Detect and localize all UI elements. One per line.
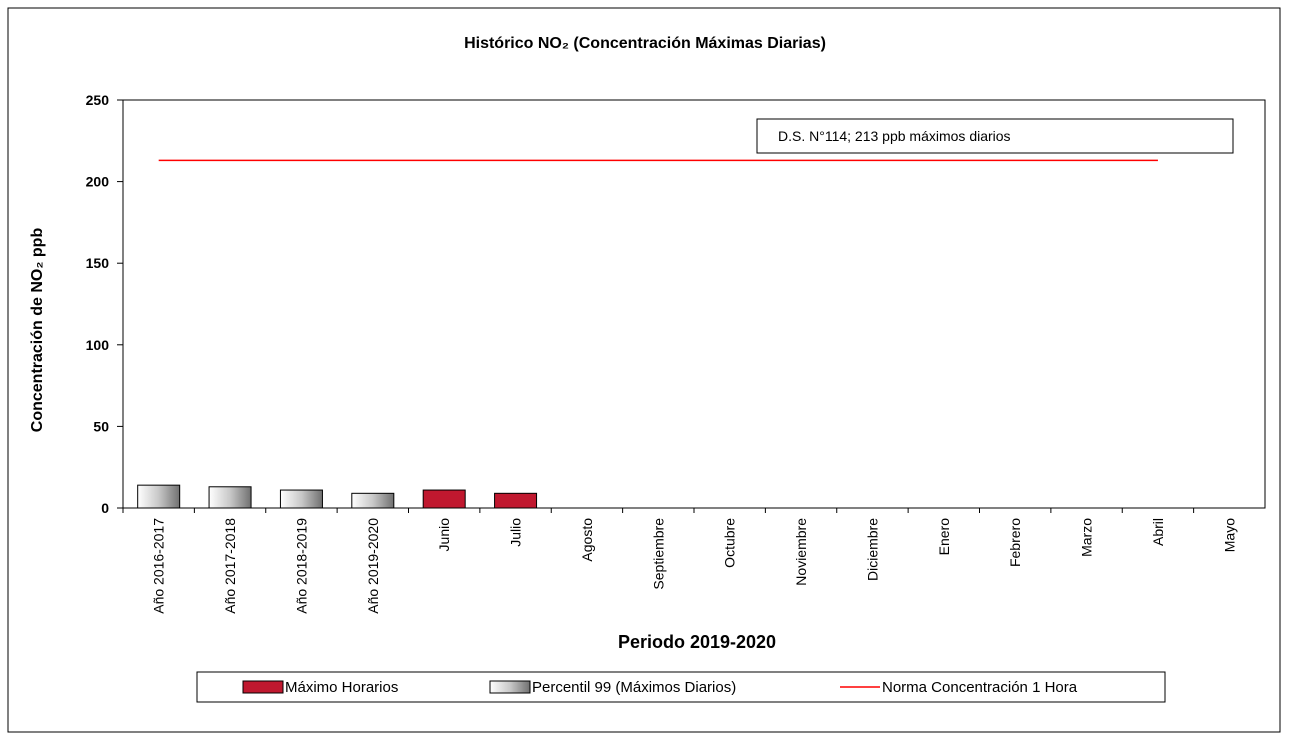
legend-swatch — [242, 680, 284, 694]
x-tick-label: Septiembre — [650, 518, 666, 590]
x-tick-label: Julio — [508, 518, 524, 547]
x-tick-label: Año 2016-2017 — [151, 518, 167, 614]
legend-label: Percentil 99 (Máximos Diarios) — [532, 679, 736, 696]
x-tick-label: Agosto — [579, 518, 595, 562]
x-tick-label: Año 2018-2019 — [293, 518, 309, 614]
bar — [494, 492, 538, 509]
annotation: D.S. N°114; 213 ppb máximos diarios — [778, 128, 1011, 144]
legend-label: Máximo Horarios — [285, 679, 398, 696]
x-tick-label: Marzo — [1079, 518, 1095, 557]
y-tick-label: 250 — [86, 92, 110, 108]
bar — [137, 484, 181, 509]
legend-swatch — [489, 680, 531, 694]
y-tick-label: 200 — [86, 174, 110, 190]
x-tick-label: Octubre — [722, 518, 738, 568]
y-tick-label: 50 — [93, 418, 109, 434]
bar — [422, 489, 466, 509]
bar — [208, 486, 252, 509]
x-axis-label: Periodo 2019-2020 — [618, 632, 776, 652]
y-axis-label: Concentración de NO₂ ppb — [29, 228, 46, 433]
x-tick-label: Año 2019-2020 — [365, 518, 381, 614]
annotation-box — [756, 118, 1234, 154]
legend-label: Norma Concentración 1 Hora — [882, 679, 1078, 696]
x-tick-label: Febrero — [1007, 518, 1023, 567]
x-tick-label: Junio — [436, 518, 452, 552]
bar — [279, 489, 323, 509]
x-tick-label: Enero — [936, 518, 952, 556]
y-tick-label: 150 — [86, 255, 110, 271]
chart-frame — [7, 7, 1281, 733]
x-tick-label: Diciembre — [864, 518, 880, 581]
chart-title: Histórico NO₂ (Concentración Máximas Dia… — [464, 35, 826, 52]
y-tick-label: 0 — [101, 500, 109, 516]
y-tick-label: 100 — [86, 337, 110, 353]
x-tick-label: Año 2017-2018 — [222, 518, 238, 614]
x-tick-label: Noviembre — [793, 518, 809, 586]
legend — [196, 671, 1166, 703]
bar — [351, 492, 395, 509]
x-tick-label: Mayo — [1221, 518, 1237, 552]
x-tick-label: Abril — [1150, 518, 1166, 546]
